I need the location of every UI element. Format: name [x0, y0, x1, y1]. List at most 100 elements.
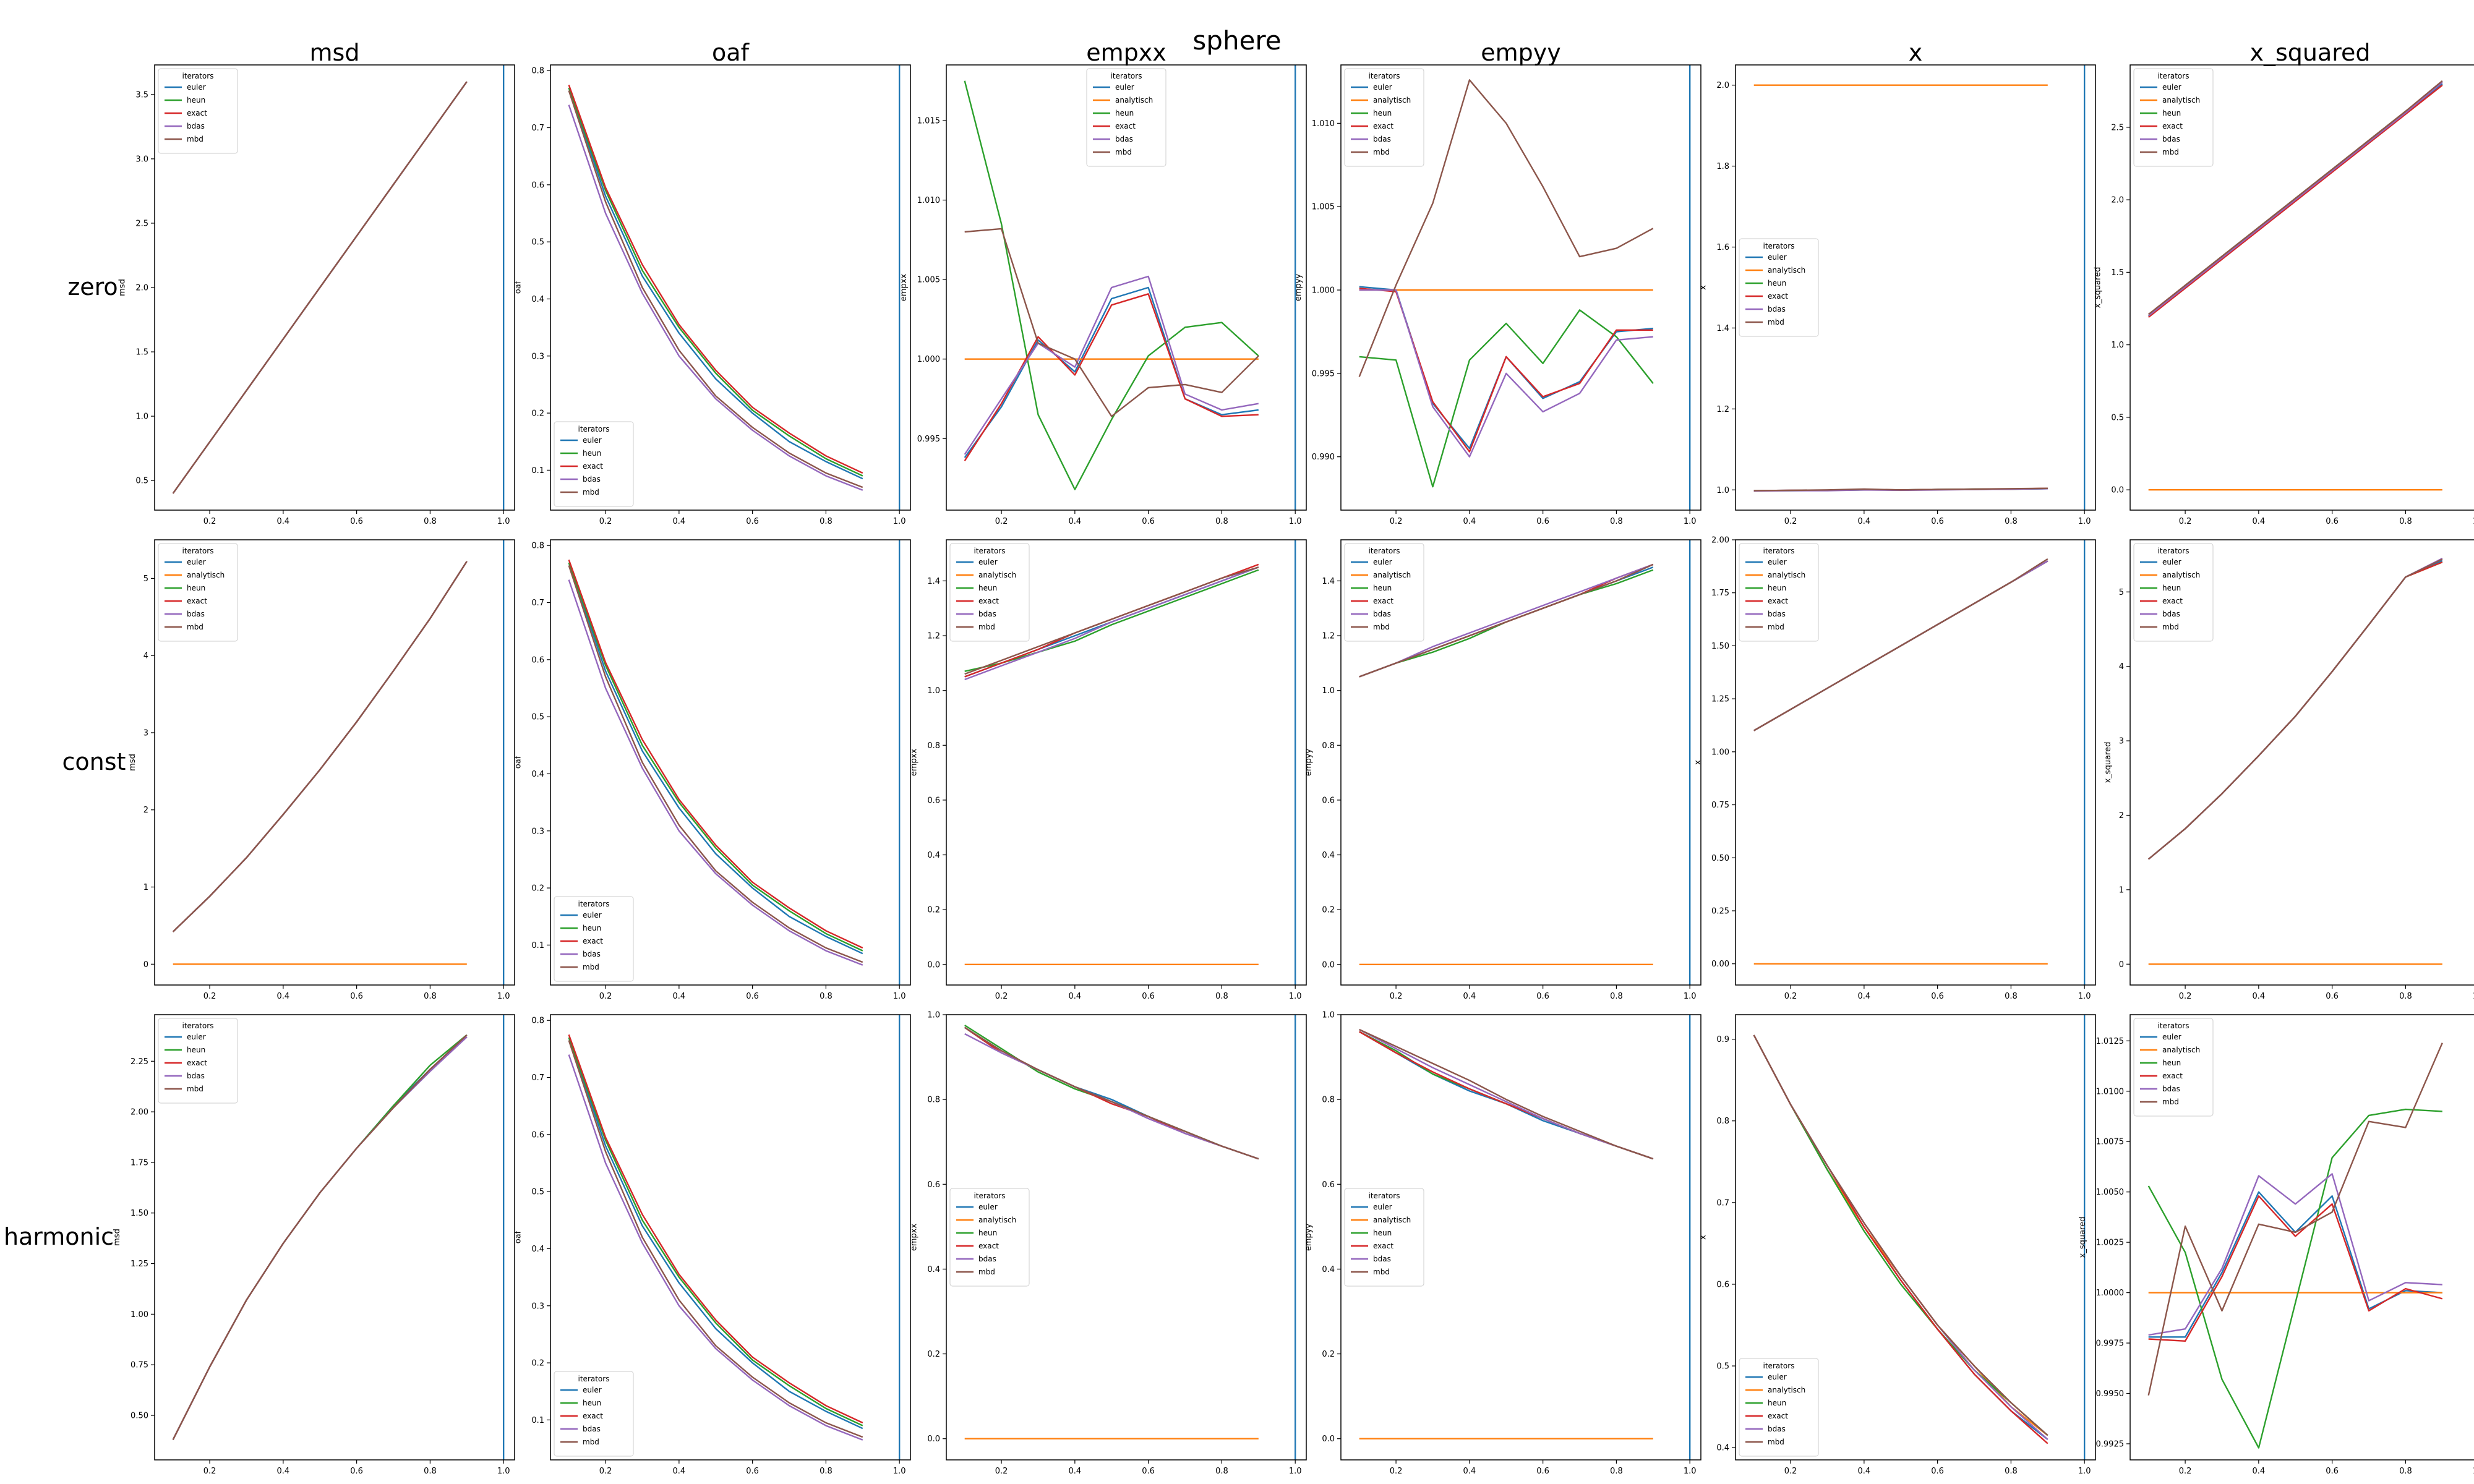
- y-tick-label: 1.0100: [2096, 1087, 2125, 1096]
- y-tick-label: 0.1: [531, 466, 544, 475]
- x-tick-label: 0.4: [1858, 1467, 1871, 1476]
- series-line-mbd: [1358, 79, 1654, 377]
- series-line-heun: [568, 1037, 863, 1426]
- y-tick-label: 1.0025: [2096, 1239, 2125, 1248]
- x-tick-label: 1.0: [497, 1467, 510, 1476]
- subplot-zero-msd: 0.2 0.4 0.6 0.8 1.0 0.5 1.0 1.5 2.0 2.5 3.0 3.5 msd i…: [118, 64, 515, 526]
- x-tick-label: 0.8: [1610, 992, 1623, 1001]
- series-line-heun: [568, 562, 863, 952]
- y-tick-label: 1.8: [1716, 162, 1729, 171]
- x-tick-label: 0.6: [1931, 1467, 1944, 1476]
- legend-entry-exact: exact: [2162, 597, 2183, 605]
- y-tick-label: 0.8: [927, 1096, 940, 1105]
- legend-title: iterators: [1369, 547, 1400, 555]
- x-tick-label: 0.4: [673, 992, 686, 1001]
- legend-entry-bdas: bdas: [978, 610, 996, 618]
- axes-frame: [2129, 1014, 2474, 1461]
- y-tick-label: 1.0125: [2096, 1037, 2125, 1046]
- x-tick-label: 1.0: [1289, 517, 1302, 526]
- y-tick-label: 0.990: [1312, 453, 1335, 462]
- series-line-heun: [964, 80, 1259, 490]
- x-tick-label: 0.6: [1931, 517, 1944, 526]
- series-line-euler: [1359, 1031, 1654, 1160]
- y-tick-label: 0.2: [927, 1350, 940, 1359]
- y-tick-label: 0.6: [531, 181, 544, 190]
- y-tick-label: 0.0: [2111, 486, 2124, 495]
- y-tick-label: 0: [143, 960, 148, 970]
- subplot-const-empxx: 0.2 0.4 0.6 0.8 1.0 0.0 0.2 0.4 0.6 0.8 1.0 1.2 1.4 e…: [909, 539, 1307, 1001]
- series-line-bdas: [568, 1054, 863, 1441]
- legend-entry-euler: euler: [187, 558, 206, 566]
- y-tick-label: 0.4: [1322, 851, 1335, 860]
- series-line-bdas: [568, 104, 863, 491]
- series-line-mbd: [568, 565, 863, 963]
- x-tick-label: 1.0: [2078, 992, 2091, 1001]
- y-tick-label: 0.5: [2111, 413, 2124, 422]
- x-tick-label: 0.6: [1142, 992, 1155, 1001]
- y-tick-label: 1.005: [1312, 203, 1335, 212]
- y-tick-label: 0.9925: [2096, 1439, 2125, 1449]
- legend-title: iterators: [974, 1192, 1006, 1200]
- x-tick-label: 0.4: [277, 517, 290, 526]
- legend-entry-analytisch: analytisch: [187, 571, 225, 579]
- legend-entry-exact: exact: [1768, 597, 1788, 605]
- x-tick-label: 1.0: [893, 1467, 906, 1476]
- x-tick-label: 0.8: [820, 517, 833, 526]
- y-tick-label: 0.3: [531, 352, 544, 361]
- y-tick-label: 0.6: [531, 1130, 544, 1140]
- x-tick-label: 0.2: [599, 992, 612, 1001]
- y-tick-label: 1: [2119, 885, 2124, 895]
- series-lines: [172, 1034, 468, 1440]
- series-line-heun: [964, 569, 1259, 672]
- y-tick-label: 1.0: [927, 686, 940, 696]
- axes-frame: [550, 1014, 911, 1461]
- y-tick-label: 0.1: [531, 941, 544, 950]
- series-lines: [172, 561, 468, 965]
- y-tick-label: 0.4: [531, 770, 544, 779]
- legend-entry-mbd: mbd: [1373, 623, 1390, 631]
- x-tick-label: 1.0: [2473, 992, 2474, 1001]
- y-tick-label: 0.00: [1711, 960, 1729, 969]
- legend-entry-exact: exact: [1373, 1242, 1393, 1250]
- legend-entry-exact: exact: [2162, 122, 2183, 130]
- series-line-exact: [1359, 1031, 1654, 1160]
- x-tick-label: 1.0: [1684, 517, 1697, 526]
- series-line-mbd: [964, 566, 1259, 675]
- x-tick-label: 0.6: [350, 992, 363, 1001]
- x-tick-label: 0.8: [424, 517, 437, 526]
- legend-entry-exact: exact: [1768, 292, 1788, 301]
- y-tick-label: 4: [2119, 662, 2124, 672]
- legend-entry-heun: heun: [978, 584, 997, 592]
- legend-entry-euler: euler: [187, 1033, 206, 1041]
- legend-entry-exact: exact: [1373, 597, 1393, 605]
- series-lines: [568, 559, 863, 966]
- series-lines: [172, 81, 468, 494]
- series-line-bdas: [2148, 1173, 2442, 1336]
- legend: iterators euler heun exact bdas mbd: [158, 1018, 238, 1104]
- series-line-euler: [964, 1026, 1259, 1160]
- legend-entry-heun: heun: [1115, 109, 1134, 117]
- subplot-harmonic-x: 0.2 0.4 0.6 0.8 1.0 0.4 0.5 0.6 0.7 0.8 0.9 x iterat…: [1698, 1014, 2096, 1476]
- y-tick-label: 1.00: [131, 1310, 148, 1320]
- legend-entry-bdas: bdas: [187, 610, 205, 618]
- series-line-mbd: [172, 561, 468, 932]
- y-tick-label: 0.6: [1716, 1280, 1729, 1289]
- y-tick-label: 0.25: [1711, 907, 1729, 916]
- y-tick-label: 1.5: [135, 348, 148, 357]
- subplot-harmonic-msd: 0.2 0.4 0.6 0.8 1.0 0.50 0.75 1.00 1.25 1.50 1.75 2…: [113, 1014, 515, 1476]
- y-tick-label: 1.75: [1711, 589, 1729, 598]
- y-tick-label: 0.995: [1312, 369, 1335, 378]
- legend-entry-bdas: bdas: [1373, 610, 1391, 618]
- legend: iterators euler analytisch heun exact bdas mbd: [1739, 543, 1819, 642]
- y-tick-label: 0.0: [1322, 960, 1335, 970]
- legend: iterators euler analytisch heun exact bdas mbd: [1739, 238, 1819, 337]
- subplot-const-x: 0.2 0.4 0.6 0.8 1.0 0.00 0.25 0.50 0.75 1.00 1.25 1…: [1693, 536, 2096, 1001]
- y-tick-label: 1.25: [1711, 695, 1729, 704]
- x-tick-label: 0.6: [1536, 992, 1549, 1001]
- y-tick-label: 1.2: [927, 632, 940, 641]
- axes-frame: [1340, 64, 1701, 511]
- legend-entry-bdas: bdas: [1768, 305, 1786, 313]
- legend-entry-bdas: bdas: [583, 475, 601, 484]
- x-tick-label: 0.8: [2399, 1467, 2412, 1476]
- subplot-zero-empxx: 0.2 0.4 0.6 0.8 1.0 0.995 1.000 1.005 1.010 1.015…: [899, 64, 1307, 526]
